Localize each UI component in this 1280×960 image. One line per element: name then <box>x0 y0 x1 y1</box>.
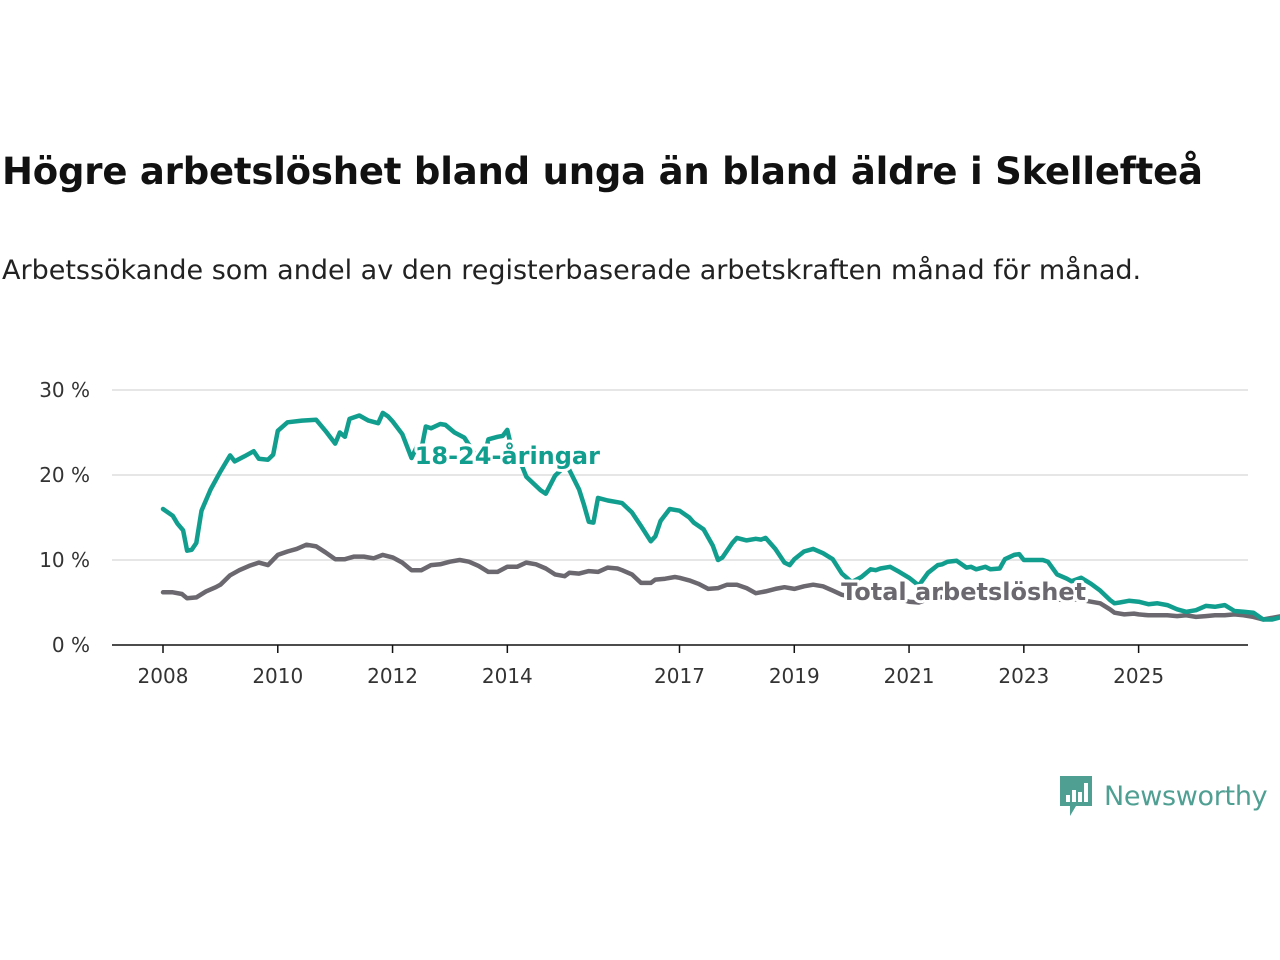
brand-name: Newsworthy <box>1104 780 1268 812</box>
x-tick-label: 2012 <box>367 664 418 688</box>
y-tick-label: 0 % <box>52 633 90 657</box>
x-tick-label: 2017 <box>654 664 705 688</box>
newsworthy-logo-icon <box>1060 776 1092 816</box>
y-tick-label: 10 % <box>39 548 90 572</box>
y-tick-label: 30 % <box>39 378 90 402</box>
x-tick-label: 2023 <box>998 664 1049 688</box>
newsworthy-brand: Newsworthy <box>1058 774 1268 818</box>
y-axis: 0 % 10 % 20 % 30 % <box>39 378 90 657</box>
series-lines <box>160 410 1280 622</box>
x-tick-label: 2021 <box>884 664 935 688</box>
chart-title: Högre arbetslöshet bland unga än bland ä… <box>2 150 1203 193</box>
series-line-total <box>160 542 1280 622</box>
series-label-total: Total arbetslöshet <box>841 578 1086 606</box>
chart-subtitle: Arbetssökande som andel av den registerb… <box>2 255 1142 286</box>
x-tick-label: 2010 <box>252 664 303 688</box>
line-chart: 0 % 10 % 20 % 30 % 2008 2010 2012 2014 2017 2019… <box>39 378 1280 688</box>
series-line-youth <box>160 410 1280 622</box>
x-tick-label: 2014 <box>482 664 533 688</box>
x-axis: 2008 2010 2012 2014 2017 2019 2021 2023 2025 <box>138 645 1164 688</box>
y-tick-label: 20 % <box>39 463 90 487</box>
x-tick-label: 2025 <box>1113 664 1164 688</box>
series-label-youth: 18-24-åringar <box>415 441 600 470</box>
x-tick-label: 2008 <box>138 664 189 688</box>
x-tick-label: 2019 <box>769 664 820 688</box>
